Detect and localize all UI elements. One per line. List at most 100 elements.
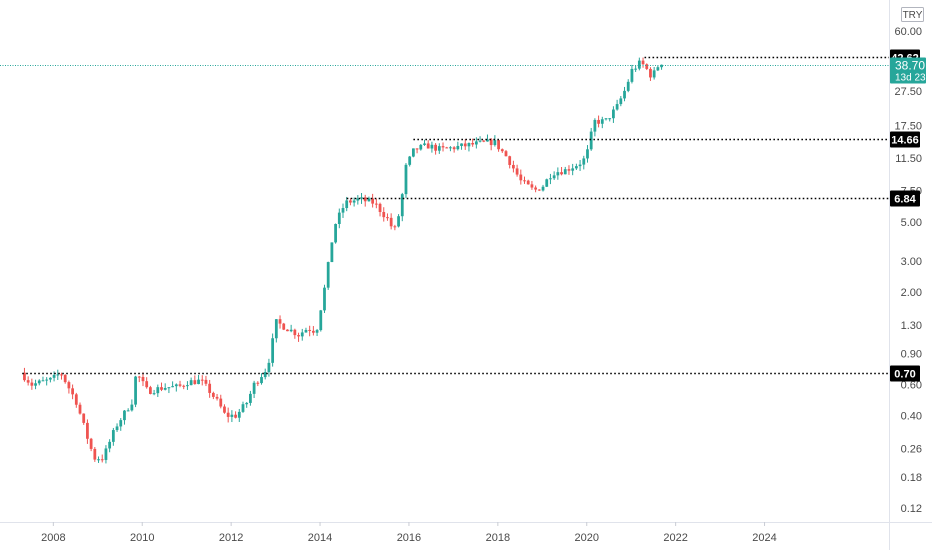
candle	[619, 95, 623, 107]
candle-body	[656, 67, 660, 71]
candle	[297, 332, 300, 342]
candle-body	[537, 189, 541, 191]
candle	[600, 116, 604, 129]
candle	[89, 437, 93, 452]
y-tick-label: 0.60	[901, 380, 922, 392]
candle	[319, 309, 323, 332]
candle-body	[74, 394, 78, 405]
candle	[504, 149, 508, 157]
candle	[593, 118, 597, 137]
candle	[660, 64, 663, 70]
candle	[256, 381, 260, 387]
candle	[23, 367, 26, 382]
candle	[78, 402, 82, 415]
candle-body	[419, 144, 423, 150]
candle-body	[141, 376, 145, 382]
candle	[541, 184, 545, 192]
candle	[278, 315, 282, 329]
candle	[400, 192, 404, 222]
candle	[534, 185, 538, 193]
candle-body	[567, 169, 571, 171]
level-badge-box	[890, 365, 920, 382]
candle	[341, 203, 345, 218]
candle	[556, 167, 560, 180]
candle-body	[393, 226, 397, 228]
candle-body	[178, 384, 182, 386]
candle	[508, 155, 512, 169]
candle-body	[597, 119, 600, 124]
candle	[300, 328, 304, 341]
candle-body	[645, 64, 649, 69]
candle-body	[593, 119, 597, 132]
candle	[30, 378, 34, 390]
y-tick-label: 2.00	[901, 287, 922, 299]
candle	[126, 408, 130, 412]
currency-badge[interactable]: TRY	[901, 7, 924, 22]
candle-body	[626, 81, 630, 91]
candle-body	[426, 143, 430, 149]
candle-body	[493, 140, 497, 146]
y-tick-label: 5.00	[901, 217, 922, 229]
candle-body	[474, 141, 478, 145]
candle	[563, 166, 567, 175]
candle	[552, 171, 556, 180]
candle	[82, 413, 86, 425]
candle	[560, 167, 563, 176]
candle-body	[600, 119, 604, 124]
candle	[623, 86, 626, 102]
candle	[56, 369, 60, 381]
candle	[437, 143, 441, 154]
level-badge-text: 14.66	[891, 135, 919, 147]
candle	[115, 423, 119, 432]
candle-body	[582, 158, 586, 165]
x-tick-label: 2008	[41, 532, 65, 544]
candle-body	[315, 330, 319, 333]
candle-body	[286, 329, 289, 332]
candle	[404, 163, 408, 198]
candle-body	[563, 169, 567, 175]
time-axis[interactable]: 2008 2010 2012 2014 2016 2018 2020 2022 2024	[41, 522, 777, 544]
levels-group	[0, 56, 889, 375]
candle-body	[463, 143, 467, 147]
candle-body	[560, 172, 563, 175]
y-tick-label: 0.90	[901, 348, 922, 360]
price-axis[interactable]: 60.0027.5017.5011.507.505.003.002.001.30…	[894, 26, 922, 515]
candle-body	[334, 223, 337, 243]
candle	[311, 326, 315, 336]
candle-body	[363, 197, 367, 202]
candle	[423, 139, 426, 146]
candle	[411, 148, 415, 158]
candle	[274, 319, 278, 343]
candle	[171, 381, 175, 388]
currency-label: TRY	[903, 10, 923, 21]
candle	[304, 327, 308, 333]
candle-body	[45, 379, 49, 381]
candle-body	[486, 139, 489, 142]
y-tick-label: 60.00	[894, 26, 922, 38]
candle-body	[397, 216, 400, 227]
candle	[26, 376, 30, 386]
candle-body	[274, 319, 278, 339]
y-tick-label: 3.00	[901, 256, 922, 268]
candle	[223, 404, 226, 414]
current-badge-box	[890, 57, 926, 84]
candle	[526, 179, 530, 185]
candle	[249, 390, 252, 406]
candle-body	[508, 156, 512, 165]
candle-body	[341, 208, 345, 213]
candle-body	[204, 379, 208, 384]
candle	[449, 146, 452, 152]
candle-body	[130, 404, 134, 411]
candle	[500, 148, 504, 153]
candle	[211, 391, 215, 400]
candle	[167, 387, 171, 394]
candle	[293, 328, 297, 339]
x-tick-label: 2022	[663, 532, 687, 544]
bar-countdown-text: 13d 23h	[895, 73, 931, 84]
candle-body	[252, 382, 256, 394]
candle-body	[441, 146, 445, 148]
candle-body	[460, 143, 463, 146]
candle	[471, 138, 475, 147]
candle-body	[223, 406, 226, 413]
